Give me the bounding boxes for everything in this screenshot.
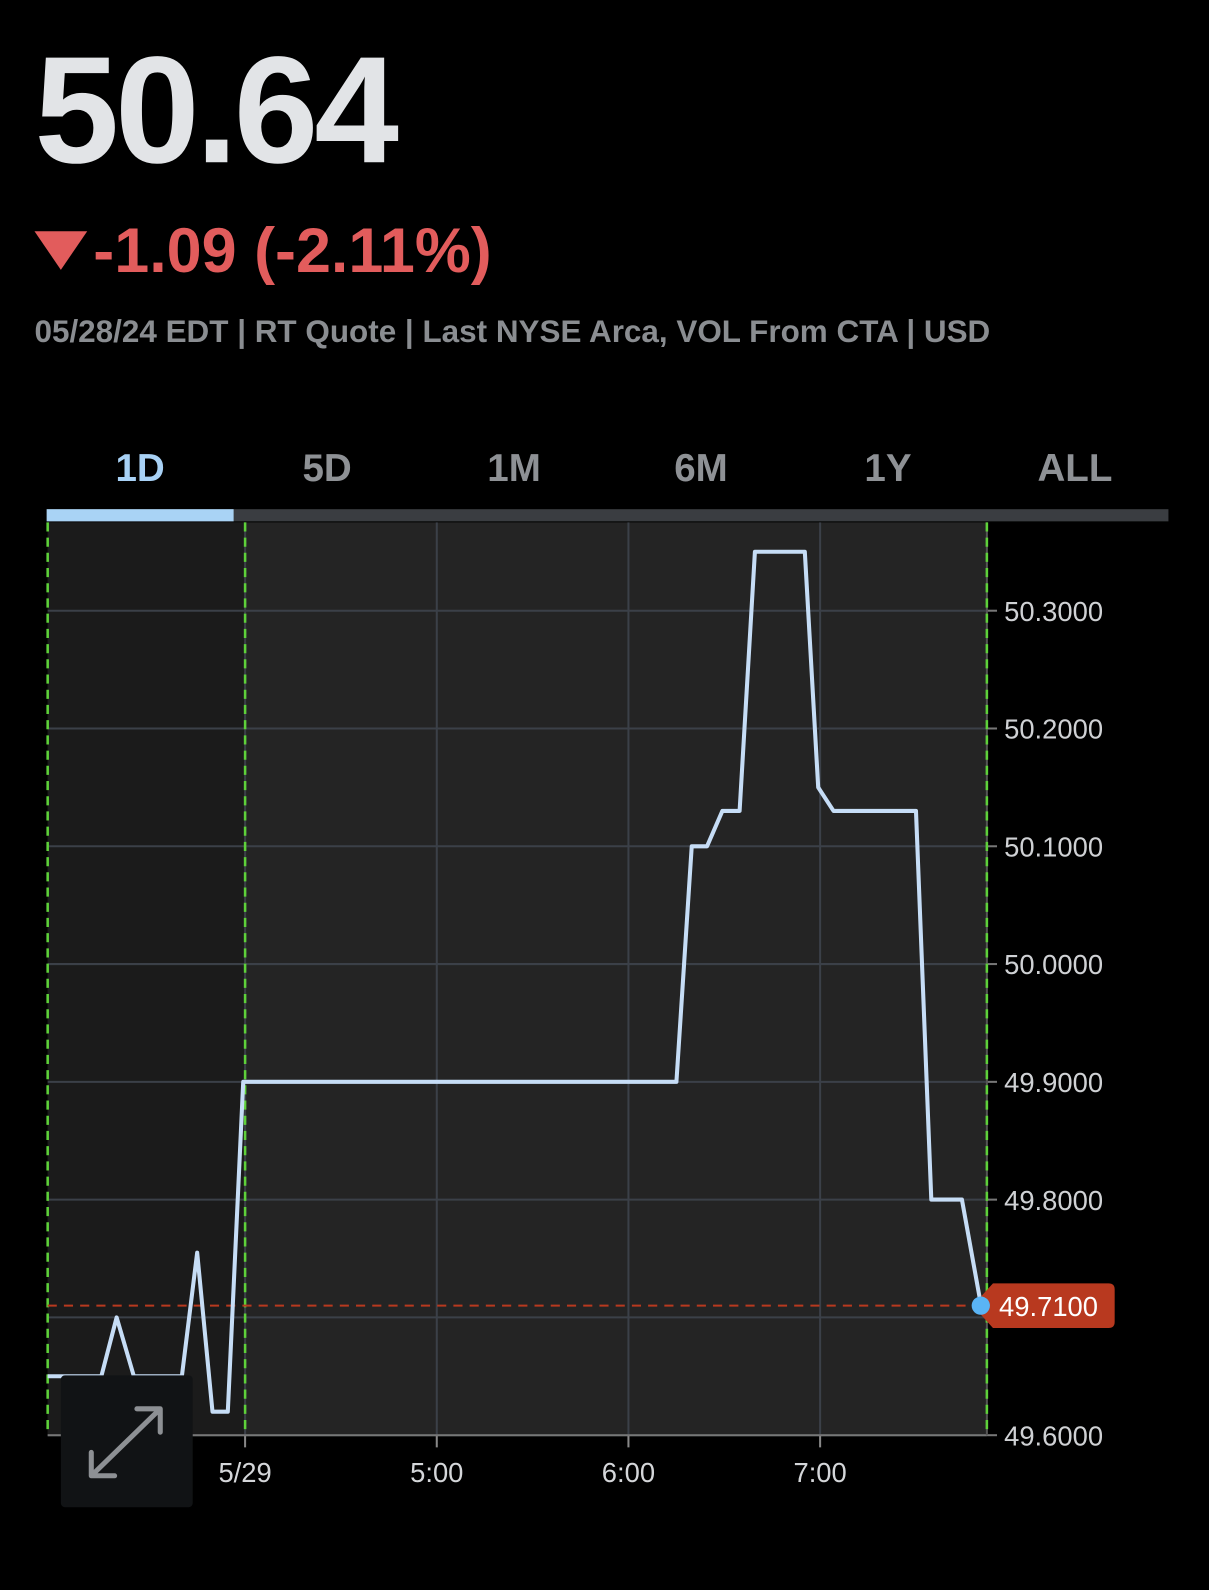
- y-tick-label: 49.9000: [1004, 1067, 1103, 1098]
- tab[interactable]: 5D: [302, 447, 351, 490]
- last-value-label: 49.7100: [999, 1291, 1098, 1322]
- tab[interactable]: 1D: [116, 447, 165, 490]
- tab[interactable]: ALL: [1037, 447, 1112, 490]
- y-tick-label: 50.3000: [1004, 596, 1103, 627]
- tabs: 1D 5D 1M 6M 1Y ALL: [46, 447, 1112, 522]
- y-tick-label: 50.2000: [1004, 714, 1103, 745]
- x-tick-label: 7:00: [793, 1457, 846, 1488]
- price: 50.64: [34, 25, 398, 195]
- price-change: -1.09 (-2.11%): [93, 216, 491, 286]
- tab[interactable]: 1M: [487, 447, 541, 490]
- last-point: [971, 1296, 990, 1315]
- x-tick-label: 5:00: [410, 1457, 463, 1488]
- y-tick-label: 50.0000: [1004, 949, 1103, 980]
- x-tick-label: 6:00: [602, 1457, 655, 1488]
- expand-button[interactable]: [60, 1375, 193, 1508]
- tab-indicator: [46, 509, 234, 522]
- tab[interactable]: 6M: [674, 447, 728, 490]
- last-value-tag: [972, 1283, 1115, 1328]
- x-tick-label: 5/29: [218, 1457, 271, 1488]
- chart: 49.600049.700049.800049.900050.000050.10…: [46, 522, 1115, 1488]
- y-tick-label: 49.8000: [1004, 1185, 1103, 1216]
- pre-session-area: [47, 522, 246, 1436]
- expand-icon: [88, 1406, 163, 1479]
- down-arrow: [34, 231, 88, 270]
- quote-meta: 05/28/24 EDT | RT Quote | Last NYSE Arca…: [34, 314, 990, 349]
- tab[interactable]: 1Y: [864, 447, 911, 490]
- y-tick-label: 50.1000: [1004, 831, 1103, 862]
- tab-bar: [46, 509, 1169, 522]
- y-tick-label: 49.6000: [1004, 1420, 1103, 1451]
